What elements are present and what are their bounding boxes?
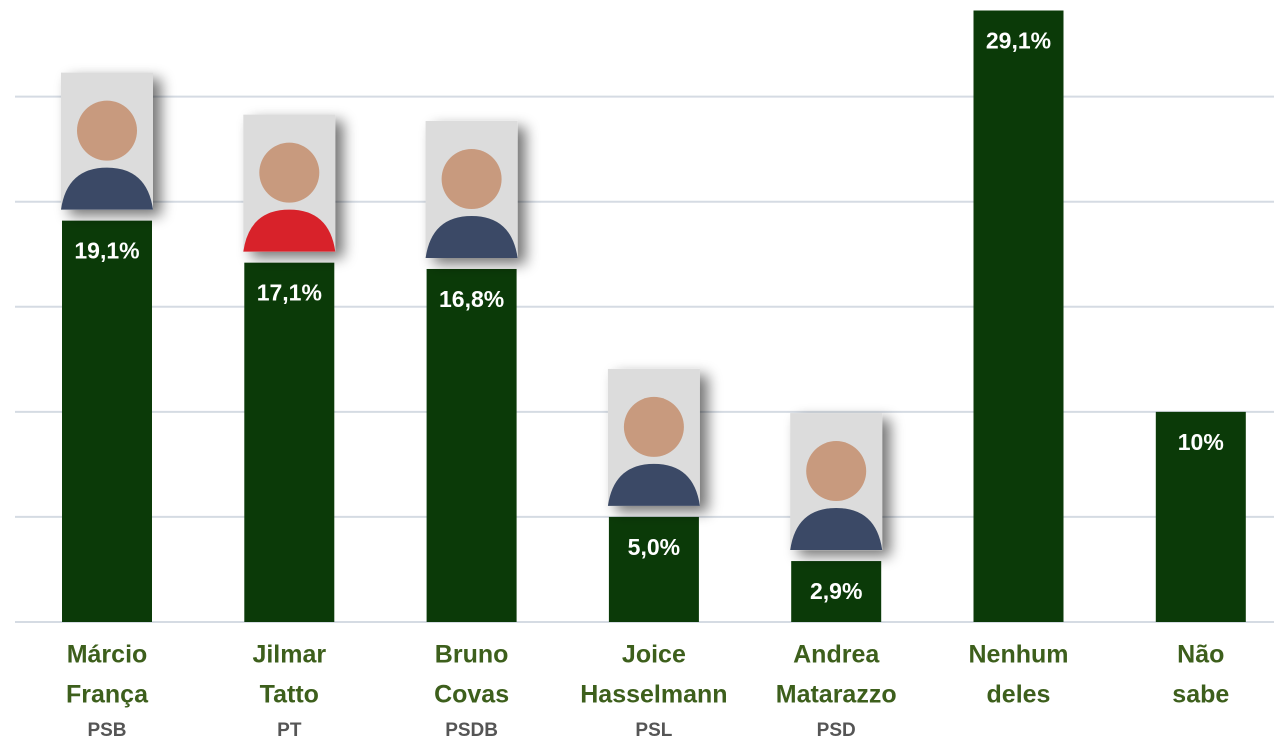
photo-face: [806, 441, 866, 501]
x-tick-label: Hasselmann: [580, 681, 727, 709]
candidate-photo: [243, 115, 335, 252]
value-label: 17,1%: [257, 280, 322, 306]
x-tick-label: Andrea: [793, 641, 880, 669]
x-tick-label: Bruno: [435, 641, 509, 669]
candidate-photo: [608, 369, 700, 506]
bar: [244, 263, 334, 622]
x-tick-label: Joice: [622, 641, 686, 669]
party-label: PSDB: [445, 720, 498, 741]
value-label: 5,0%: [628, 534, 680, 560]
bar: [427, 269, 517, 622]
x-tick-label: deles: [987, 681, 1051, 709]
x-tick-label: Tatto: [260, 681, 319, 709]
value-label: 19,1%: [74, 238, 139, 264]
x-tick-label: Não: [1177, 641, 1224, 669]
candidate-photo: [61, 73, 153, 210]
value-label: 10%: [1178, 429, 1224, 455]
chart: 19,1% Márcio França PSB 17,1% Jilmar Tatto PT 16…: [0, 0, 1274, 746]
party-label: PSL: [635, 720, 672, 741]
x-tick-label: Matarazzo: [776, 681, 897, 709]
x-tick-label: França: [66, 681, 149, 709]
candidate-photo: [790, 413, 882, 550]
x-tick-label: Nenhum: [969, 641, 1069, 669]
party-label: PT: [277, 720, 302, 741]
bar: [974, 11, 1064, 622]
photo-face: [77, 101, 137, 161]
bar: [62, 221, 152, 622]
party-label: PSB: [87, 720, 126, 741]
value-label: 16,8%: [439, 286, 504, 312]
party-label: PSD: [817, 720, 856, 741]
value-label: 2,9%: [810, 578, 862, 604]
x-tick-label: sabe: [1172, 681, 1229, 709]
x-tick-label: Márcio: [67, 641, 148, 669]
x-tick-label: Jilmar: [252, 641, 326, 669]
photo-face: [442, 149, 502, 209]
photo-face: [259, 143, 319, 203]
candidate-photo: [426, 121, 518, 258]
value-label: 29,1%: [986, 28, 1051, 54]
x-tick-label: Covas: [434, 681, 509, 709]
photo-face: [624, 397, 684, 457]
bar: [609, 517, 699, 622]
